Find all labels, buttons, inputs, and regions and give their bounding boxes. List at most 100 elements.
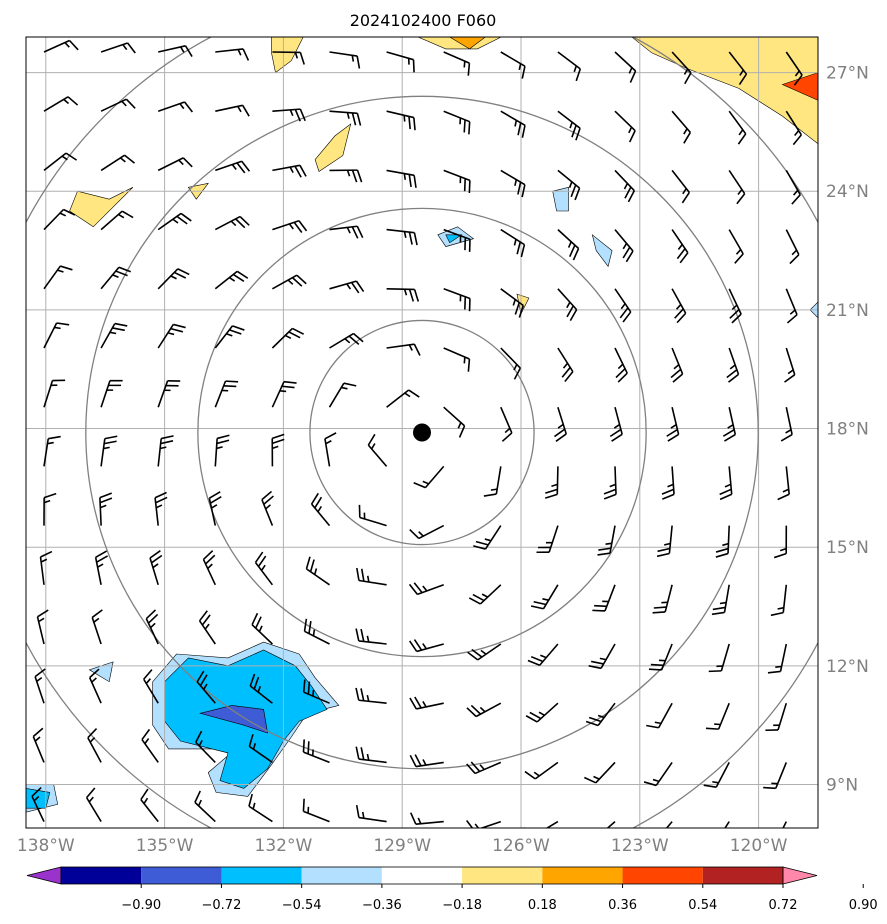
wind-barb bbox=[500, 288, 525, 318]
colorbar-extend-high bbox=[782, 866, 818, 885]
storm-center-marker bbox=[413, 423, 431, 442]
wind-barb bbox=[143, 669, 159, 704]
latitude-label: 18°N bbox=[826, 420, 869, 440]
wind-barb bbox=[777, 466, 790, 501]
wind-barb bbox=[466, 702, 502, 718]
wind-barb bbox=[557, 229, 580, 261]
wind-barb bbox=[85, 787, 102, 823]
map-title: 2024102400 F060 bbox=[350, 11, 497, 30]
wind-barb bbox=[36, 609, 49, 645]
wind-barb bbox=[606, 820, 616, 828]
wind-barb bbox=[272, 108, 306, 122]
latitude-labels: 9°N 12°N 15°N 18°N 21°N 24°N 27°N bbox=[826, 64, 869, 796]
wind-barb bbox=[302, 679, 330, 704]
wind-barb bbox=[670, 347, 684, 383]
wind-barb bbox=[214, 270, 249, 290]
wind-barb bbox=[500, 347, 522, 380]
wind-barb bbox=[157, 435, 174, 467]
range-ring bbox=[85, 95, 759, 770]
wind-barb bbox=[409, 812, 444, 826]
colorbar-label: 0.90 bbox=[849, 898, 878, 913]
wind-barbs bbox=[31, 39, 803, 828]
colorbar-segment bbox=[702, 867, 783, 884]
longitude-label: 138°W bbox=[17, 836, 75, 856]
wind-barb bbox=[248, 793, 273, 823]
wind-barb bbox=[271, 327, 305, 349]
wind-barb bbox=[408, 582, 444, 596]
wind-barb bbox=[100, 154, 135, 172]
wind-barb bbox=[100, 266, 132, 290]
wind-barb bbox=[719, 466, 733, 501]
wind-barb bbox=[303, 618, 330, 645]
wind-barb bbox=[671, 51, 692, 85]
wind-barb bbox=[43, 39, 79, 53]
wind-barb bbox=[100, 42, 136, 54]
wind-barb bbox=[355, 687, 387, 704]
wind-barb bbox=[329, 280, 365, 294]
shaded-region bbox=[69, 187, 134, 228]
wind-barb bbox=[208, 491, 222, 526]
wind-barb bbox=[728, 110, 747, 145]
wind-barb bbox=[527, 643, 559, 667]
wind-barb bbox=[43, 152, 78, 172]
wind-barb bbox=[724, 821, 730, 828]
wind-barb bbox=[43, 492, 57, 526]
wind-barb bbox=[554, 406, 568, 442]
colorbar-segment bbox=[381, 867, 463, 884]
wind-barb bbox=[500, 406, 513, 442]
wind-barb bbox=[726, 347, 740, 383]
wind-barb bbox=[614, 51, 637, 83]
wind-barb bbox=[473, 525, 502, 550]
wind-barb bbox=[785, 170, 801, 205]
wind-barb bbox=[91, 609, 103, 645]
colorbar-segment bbox=[301, 867, 382, 884]
wind-barb bbox=[671, 288, 687, 324]
wind-barb bbox=[328, 382, 357, 408]
wind-barb bbox=[214, 325, 245, 349]
wind-barb bbox=[785, 110, 803, 146]
wind-barb bbox=[157, 380, 181, 408]
latitude-label: 27°N bbox=[826, 64, 869, 84]
wind-barb bbox=[214, 434, 230, 467]
wind-barb bbox=[329, 110, 362, 126]
wind-barb bbox=[773, 525, 788, 559]
wind-barb bbox=[43, 265, 73, 290]
wind-barb bbox=[665, 821, 673, 828]
wind-barb bbox=[585, 702, 616, 727]
wind-barb bbox=[614, 288, 632, 323]
wind-barb bbox=[272, 220, 308, 233]
colorbar-segment bbox=[622, 867, 703, 884]
latitude-label: 24°N bbox=[826, 182, 869, 202]
wind-barb bbox=[157, 157, 193, 172]
latitude-label: 12°N bbox=[826, 657, 869, 677]
wind-barb bbox=[409, 754, 444, 768]
wind-barb bbox=[523, 820, 559, 828]
wind-barb bbox=[763, 762, 788, 790]
wind-barb bbox=[500, 51, 526, 79]
wind-barb bbox=[386, 169, 417, 188]
wind-barb bbox=[715, 525, 730, 558]
wind-barb bbox=[466, 761, 502, 775]
wind-barb bbox=[100, 435, 118, 467]
shaded-region bbox=[314, 123, 352, 172]
wind-barb bbox=[614, 110, 636, 143]
wind-barb bbox=[468, 584, 502, 605]
wind-barb bbox=[666, 407, 680, 442]
wind-barb bbox=[648, 643, 673, 671]
wind-barb bbox=[355, 804, 387, 823]
wind-barb bbox=[196, 670, 216, 704]
longitude-label: 129°W bbox=[373, 836, 431, 856]
shaded-region bbox=[591, 234, 613, 268]
wind-barb bbox=[443, 110, 471, 135]
wind-barb bbox=[215, 160, 251, 174]
wind-barb bbox=[254, 551, 274, 586]
wind-barb bbox=[215, 104, 250, 117]
latitude-label: 21°N bbox=[826, 301, 869, 321]
wind-barb bbox=[356, 567, 387, 586]
wind-barb bbox=[386, 110, 416, 131]
range-ring bbox=[309, 319, 535, 546]
wind-barb bbox=[310, 492, 331, 527]
wind-barb bbox=[272, 51, 305, 65]
wind-barb bbox=[215, 48, 250, 61]
shaded-region bbox=[552, 186, 569, 212]
